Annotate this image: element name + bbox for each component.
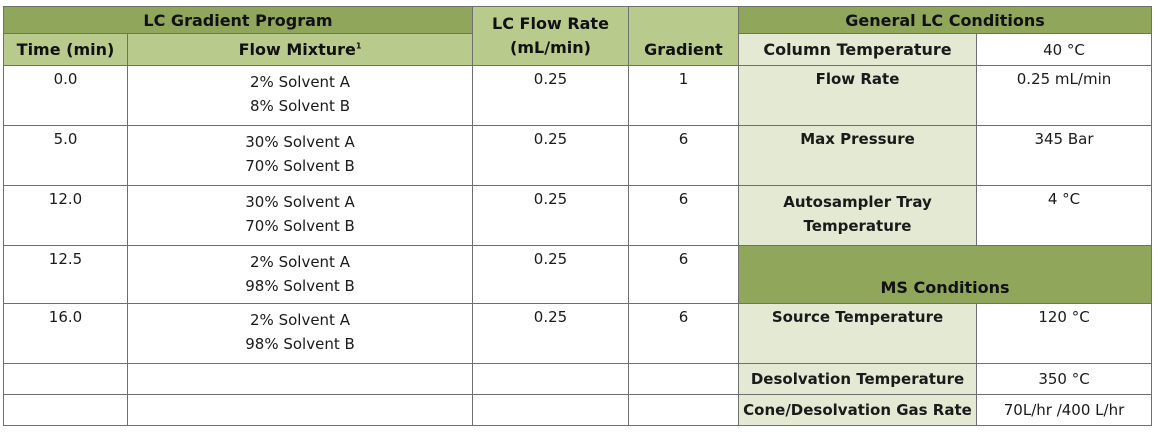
mixture-a: 2% Solvent A xyxy=(250,253,350,271)
empty-cell xyxy=(127,394,473,426)
empty-cell xyxy=(472,363,629,395)
lc-condition-label: Column Temperature xyxy=(738,33,977,66)
mixture-cell: 2% Solvent A 98% Solvent B xyxy=(127,303,473,364)
mixture-a: 2% Solvent A xyxy=(250,311,350,329)
ms-condition-value: 70L/hr /400 L/hr xyxy=(975,394,1153,426)
empty-cell xyxy=(127,363,473,395)
mixture-a: 2% Solvent A xyxy=(250,73,350,91)
mixture-b: 98% Solvent B xyxy=(245,277,355,295)
mixture-b: 8% Solvent B xyxy=(250,97,350,115)
mixture-cell: 30% Solvent A 70% Solvent B xyxy=(127,125,473,186)
mixture-b: 70% Solvent B xyxy=(245,157,355,175)
time-cell: 5.0 xyxy=(3,125,128,186)
time-cell: 12.0 xyxy=(3,185,128,246)
lc-flow-rate-line2: (mL/min) xyxy=(510,38,591,57)
lc-condition-value: 0.25 mL/min xyxy=(975,65,1153,126)
ms-condition-label: Source Temperature xyxy=(738,303,977,364)
lc-condition-label-line1: Autosampler Tray xyxy=(783,193,932,211)
lc-condition-value: 345 Bar xyxy=(975,125,1153,186)
empty-cell xyxy=(472,394,629,426)
empty-cell xyxy=(3,394,128,426)
mixture-cell: 2% Solvent A 98% Solvent B xyxy=(127,245,473,304)
lc-condition-value: 4 °C xyxy=(975,185,1153,246)
mixture-a: 30% Solvent A xyxy=(245,193,355,211)
lc-condition-value: 40 °C xyxy=(975,33,1153,66)
flow-cell: 0.25 xyxy=(472,303,629,364)
ms-condition-value: 120 °C xyxy=(975,303,1153,364)
gradient-cell: 6 xyxy=(628,185,739,246)
general-lc-conditions-header: General LC Conditions xyxy=(737,6,1153,34)
ms-condition-label: Desolvation Temperature xyxy=(738,363,977,395)
gradient-cell: 6 xyxy=(628,125,739,186)
mixture-a: 30% Solvent A xyxy=(245,133,355,151)
lc-condition-label: Flow Rate xyxy=(738,65,977,126)
flow-cell: 0.25 xyxy=(472,65,629,126)
time-cell: 12.5 xyxy=(3,245,128,304)
flow-cell: 0.25 xyxy=(472,125,629,186)
lc-condition-label-line2: Temperature xyxy=(803,217,912,235)
gradient-cell: 1 xyxy=(628,65,739,126)
gradient-cell: 6 xyxy=(628,303,739,364)
ms-condition-value: 350 °C xyxy=(975,363,1153,395)
empty-cell xyxy=(3,363,128,395)
flow-cell: 0.25 xyxy=(472,245,629,304)
mixture-cell: 2% Solvent A 8% Solvent B xyxy=(127,65,473,126)
flow-mixture-header: Flow Mixture1 xyxy=(127,33,473,66)
time-header: Time (min) xyxy=(3,33,128,66)
mixture-b: 98% Solvent B xyxy=(245,335,355,353)
ms-condition-label: Cone/Desolvation Gas Rate xyxy=(738,394,977,426)
gradient-header: Gradient xyxy=(628,6,739,66)
mixture-b: 70% Solvent B xyxy=(245,217,355,235)
lc-condition-label: Autosampler Tray Temperature xyxy=(738,185,977,246)
lc-flow-rate-header: LC Flow Rate (mL/min) xyxy=(472,6,629,66)
time-cell: 16.0 xyxy=(3,303,128,364)
empty-cell xyxy=(628,394,739,426)
flow-mixture-footnote: 1 xyxy=(355,41,362,51)
lc-condition-label: Max Pressure xyxy=(738,125,977,186)
empty-cell xyxy=(628,363,739,395)
gradient-cell: 6 xyxy=(628,245,739,304)
mixture-cell: 30% Solvent A 70% Solvent B xyxy=(127,185,473,246)
flow-cell: 0.25 xyxy=(472,185,629,246)
time-cell: 0.0 xyxy=(3,65,128,126)
conditions-table: LC Gradient Program LC Flow Rate (mL/min… xyxy=(3,6,1153,426)
lc-gradient-program-header: LC Gradient Program xyxy=(3,6,473,34)
lc-flow-rate-line1: LC Flow Rate xyxy=(492,14,609,33)
flow-mixture-label: Flow Mixture xyxy=(238,40,356,59)
ms-conditions-header: MS Conditions xyxy=(737,245,1153,304)
